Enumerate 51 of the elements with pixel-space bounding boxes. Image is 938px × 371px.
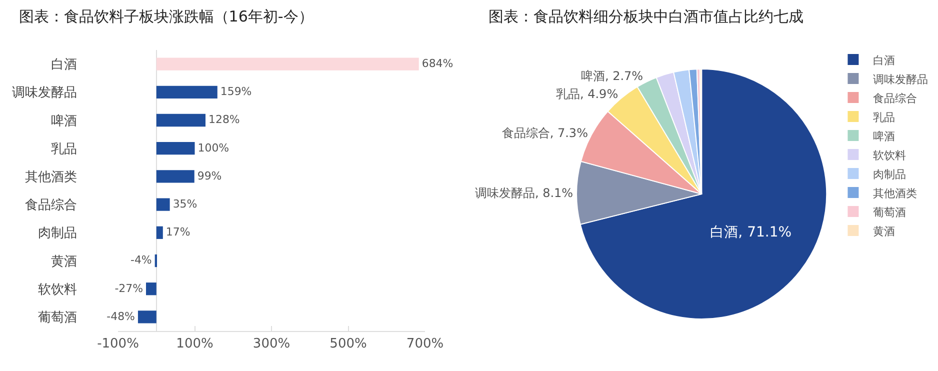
data-label: 100% xyxy=(198,141,230,154)
data-label: -48% xyxy=(106,310,135,323)
y-tick-label: 啤酒 xyxy=(51,114,77,129)
bar xyxy=(146,282,156,296)
bar xyxy=(156,198,170,211)
x-tick-label: -100% xyxy=(97,336,139,352)
legend-label: 乳品 xyxy=(873,110,896,124)
bar xyxy=(156,86,218,98)
y-tick-label: 葡萄酒 xyxy=(38,310,77,326)
data-label: 白酒, 71.1% xyxy=(710,224,792,240)
data-label: 159% xyxy=(220,85,252,98)
data-label: 调味发酵品, 8.1% xyxy=(474,186,574,200)
y-tick-label: 乳品 xyxy=(51,142,77,157)
data-label: 99% xyxy=(197,169,222,182)
legend-label: 调味发酵品 xyxy=(873,72,928,86)
bar xyxy=(156,114,206,127)
legend-label: 啤酒 xyxy=(873,130,896,143)
data-label: 啤酒, 2.7% xyxy=(580,69,644,84)
legend-label: 葡萄酒 xyxy=(873,206,906,219)
data-label: 乳品, 4.9% xyxy=(556,86,618,101)
data-label: -27% xyxy=(114,282,143,295)
legend-label: 其他酒类 xyxy=(873,186,918,200)
y-tick-label: 软饮料 xyxy=(38,282,77,298)
data-label: 35% xyxy=(172,198,198,210)
y-tick-label: 黄酒 xyxy=(51,254,77,270)
data-label: 684% xyxy=(422,57,454,70)
bar xyxy=(156,142,195,155)
data-label: 17% xyxy=(166,226,190,239)
legend-label: 黄酒 xyxy=(873,224,896,238)
legend-label: 肉制品 xyxy=(873,168,906,181)
x-tick-label: 700% xyxy=(406,336,444,352)
legend-label: 白酒 xyxy=(873,54,896,67)
y-tick-label: 调味发酵品 xyxy=(12,86,77,101)
data-label: 128% xyxy=(208,113,240,126)
y-tick-label: 食品综合 xyxy=(25,198,77,214)
data-label: 食品综合, 7.3% xyxy=(502,126,588,140)
y-tick-label: 白酒 xyxy=(51,58,77,73)
bar xyxy=(156,58,419,70)
y-tick-label: 肉制品 xyxy=(38,226,77,242)
x-tick-label: 300% xyxy=(252,336,290,352)
chart-title: 图表：食品饮料细分板块中白酒市值占比约七成 xyxy=(488,8,804,26)
data-label: -4% xyxy=(130,254,152,267)
bar xyxy=(156,226,163,239)
x-tick-label: 100% xyxy=(176,336,214,352)
y-tick-label: 其他酒类 xyxy=(25,170,77,185)
x-tick-label: 500% xyxy=(330,336,367,352)
bar xyxy=(138,310,156,324)
bar xyxy=(156,170,194,183)
chart-title: 图表：食品饮料子板块涨跌幅（16年初-今） xyxy=(18,8,314,26)
legend-label: 软饮料 xyxy=(873,148,906,162)
legend-label: 食品综合 xyxy=(873,92,918,105)
